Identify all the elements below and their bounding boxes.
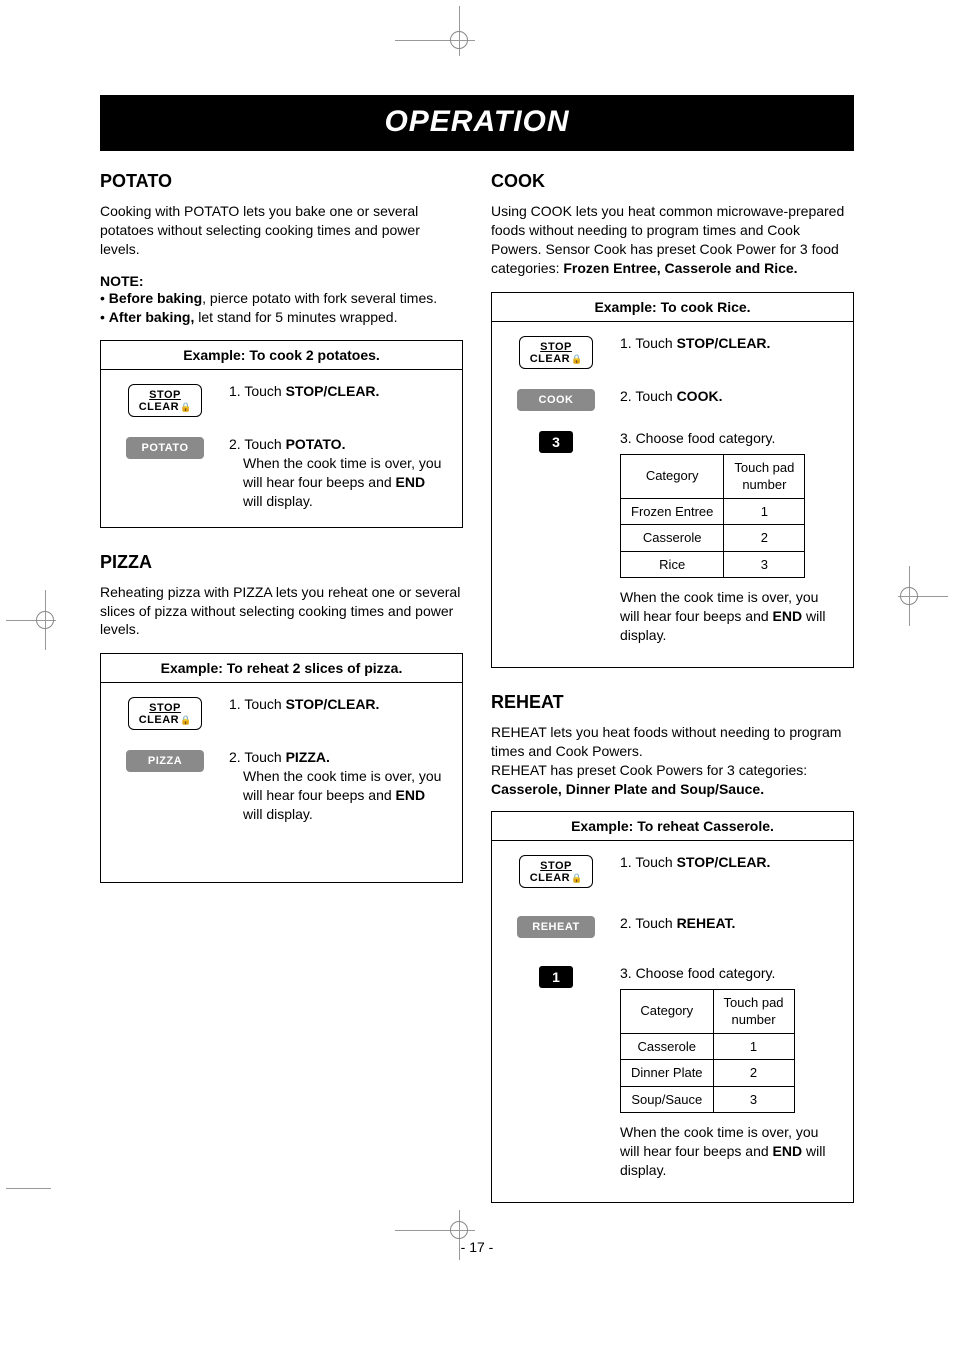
stop-clear-button: STOP CLEAR🔒 [128, 697, 203, 730]
reheat-example-title: Example: To reheat Casserole. [492, 812, 853, 841]
cook-intro: Using COOK lets you heat common microwav… [491, 202, 854, 278]
cook-step-3: 3. Choose food category. Category Touch … [620, 429, 839, 645]
cook-category-table: Category Touch padnumber Frozen Entree1 … [620, 454, 805, 579]
left-column: POTATO Cooking with POTATO lets you bake… [100, 171, 463, 1227]
pizza-button: PIZZA [126, 750, 204, 772]
pizza-intro: Reheating pizza with PIZZA lets you rehe… [100, 583, 463, 640]
reheat-step-1: 1. Touch STOP/CLEAR. [620, 853, 839, 872]
pizza-step-2: 2. Touch PIZZA. When the cook time is ov… [229, 748, 448, 824]
pizza-heading: PIZZA [100, 552, 463, 573]
pizza-example-box: Example: To reheat 2 slices of pizza. ST… [100, 653, 463, 883]
potato-bullet-2: • After baking, let stand for 5 minutes … [100, 308, 463, 328]
cook-step-1: 1. Touch STOP/CLEAR. [620, 334, 839, 353]
stop-clear-button: STOP CLEAR🔒 [128, 384, 203, 417]
stop-clear-button: STOP CLEAR🔒 [519, 855, 594, 888]
cook-after-text: When the cook time is over, you will hea… [620, 588, 839, 645]
lock-icon: 🔒 [180, 715, 191, 725]
note-label: NOTE: [100, 273, 463, 289]
reheat-step-2: 2. Touch REHEAT. [620, 914, 839, 933]
potato-example-box: Example: To cook 2 potatoes. STOP CLEAR🔒… [100, 340, 463, 528]
cook-button: COOK [517, 389, 595, 411]
reheat-step-3: 3. Choose food category. Category Touch … [620, 964, 839, 1180]
reheat-intro: REHEAT lets you heat foods without needi… [491, 723, 854, 799]
potato-example-title: Example: To cook 2 potatoes. [101, 341, 462, 370]
cook-heading: COOK [491, 171, 854, 192]
reheat-category-table: Category Touch padnumber Casserole1 Dinn… [620, 989, 795, 1114]
potato-bullet-1: • Before baking, pierce potato with fork… [100, 289, 463, 309]
cook-example-box: Example: To cook Rice. STOP CLEAR🔒 1. To… [491, 292, 854, 668]
stop-clear-button: STOP CLEAR🔒 [519, 336, 594, 369]
page-title: OPERATION [100, 95, 854, 151]
lock-icon: 🔒 [571, 354, 582, 364]
lock-icon: 🔒 [180, 402, 191, 412]
reheat-example-box: Example: To reheat Casserole. STOP CLEAR… [491, 811, 854, 1203]
potato-intro: Cooking with POTATO lets you bake one or… [100, 202, 463, 259]
potato-step-2: 2. Touch POTATO. When the cook time is o… [229, 435, 448, 511]
lock-icon: 🔒 [571, 873, 582, 883]
potato-step-1: 1. Touch STOP/CLEAR. [229, 382, 448, 401]
cook-example-title: Example: To cook Rice. [492, 293, 853, 322]
number-1-button: 1 [539, 966, 573, 988]
right-column: COOK Using COOK lets you heat common mic… [491, 171, 854, 1227]
potato-heading: POTATO [100, 171, 463, 192]
pizza-example-title: Example: To reheat 2 slices of pizza. [101, 654, 462, 683]
number-3-button: 3 [539, 431, 573, 453]
reheat-button: REHEAT [517, 916, 595, 938]
potato-button: POTATO [126, 437, 204, 459]
reheat-after-text: When the cook time is over, you will hea… [620, 1123, 839, 1180]
page-number: - 17 - [100, 1239, 854, 1255]
pizza-step-1: 1. Touch STOP/CLEAR. [229, 695, 448, 714]
cook-step-2: 2. Touch COOK. [620, 387, 839, 406]
reheat-heading: REHEAT [491, 692, 854, 713]
